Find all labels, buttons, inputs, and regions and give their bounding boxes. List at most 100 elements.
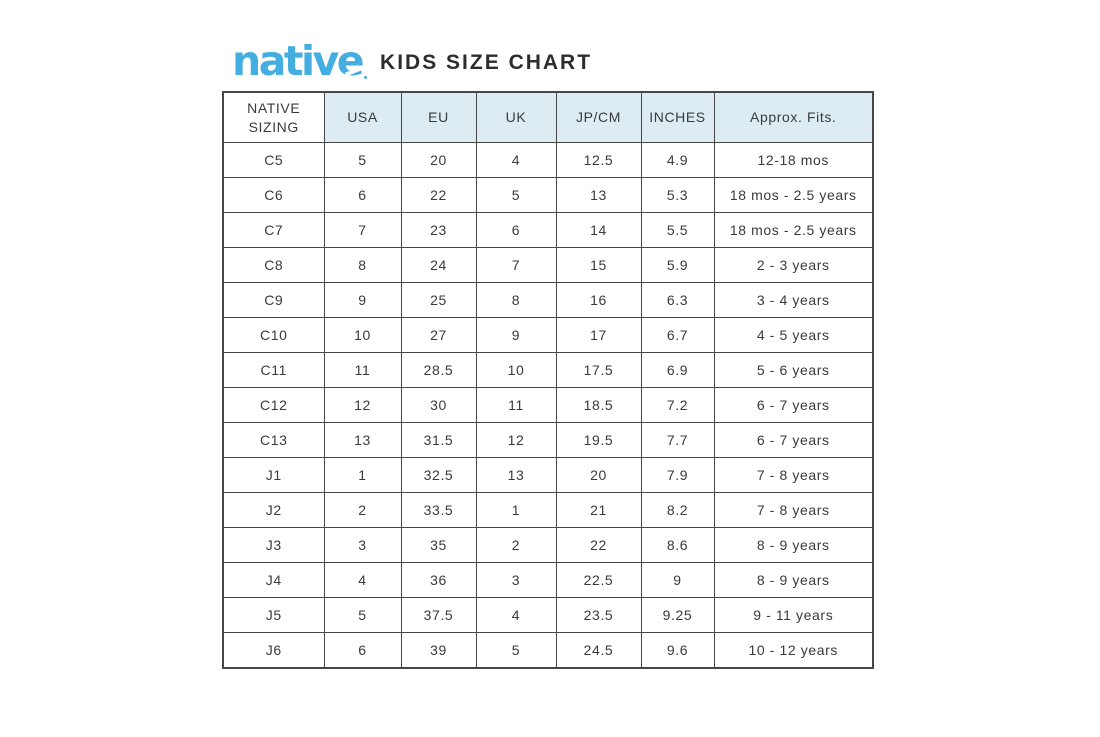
- column-header-jp-cm: JP/CM: [555, 91, 642, 143]
- size-value-cell: 6: [323, 632, 402, 669]
- size-value-cell: 7.9: [640, 457, 715, 493]
- size-value-cell: 14: [555, 212, 642, 248]
- size-value-cell: 4: [323, 562, 402, 598]
- size-value-cell: 2 - 3 years: [713, 247, 874, 283]
- size-value-cell: 32.5: [400, 457, 477, 493]
- size-value-cell: 6: [475, 212, 557, 248]
- table-row: J2 2 33.5 1 21 8.2 7 - 8 years: [222, 492, 874, 528]
- size-value-cell: 8: [475, 282, 557, 318]
- size-value-cell: 24: [400, 247, 477, 283]
- size-value-cell: 7.7: [640, 422, 715, 458]
- size-value-cell: 5: [323, 142, 402, 178]
- size-value-cell: 18.5: [555, 387, 642, 423]
- table-row: J6 6 39 5 24.5 9.6 10 - 12 years: [222, 632, 874, 669]
- size-value-cell: 1: [475, 492, 557, 528]
- column-header-eu: EU: [400, 91, 477, 143]
- size-value-cell: 6.9: [640, 352, 715, 388]
- size-value-cell: 3: [323, 527, 402, 563]
- size-value-cell: 35: [400, 527, 477, 563]
- size-value-cell: 8.6: [640, 527, 715, 563]
- native-size-cell: J4: [222, 562, 325, 598]
- size-value-cell: 22: [555, 527, 642, 563]
- size-value-cell: 23: [400, 212, 477, 248]
- column-header-uk: UK: [475, 91, 557, 143]
- native-logo: native: [232, 40, 368, 82]
- size-value-cell: 9.6: [640, 632, 715, 669]
- size-value-cell: 21: [555, 492, 642, 528]
- size-table-body: C5 5 20 4 12.5 4.9 12-18 mos C6 6 22 5 13 5.3 18 mos …: [222, 142, 874, 669]
- size-value-cell: 5: [475, 177, 557, 213]
- table-row: C5 5 20 4 12.5 4.9 12-18 mos: [222, 142, 874, 178]
- size-value-cell: 18 mos - 2.5 years: [713, 177, 874, 213]
- size-value-cell: 39: [400, 632, 477, 669]
- size-value-cell: 9 - 11 years: [713, 597, 874, 633]
- native-size-cell: C13: [222, 422, 325, 458]
- size-value-cell: 5.9: [640, 247, 715, 283]
- size-value-cell: 7: [323, 212, 402, 248]
- native-size-cell: C6: [222, 177, 325, 213]
- native-size-cell: C5: [222, 142, 325, 178]
- column-header-native-sizing: NATIVE SIZING: [222, 91, 325, 143]
- size-value-cell: 3: [475, 562, 557, 598]
- table-row: C10 10 27 9 17 6.7 4 - 5 years: [222, 317, 874, 353]
- table-row: C7 7 23 6 14 5.5 18 mos - 2.5 years: [222, 212, 874, 248]
- column-header-usa: USA: [323, 91, 402, 143]
- size-value-cell: 4 - 5 years: [713, 317, 874, 353]
- size-value-cell: 19.5: [555, 422, 642, 458]
- size-value-cell: 6: [323, 177, 402, 213]
- size-value-cell: 8 - 9 years: [713, 562, 874, 598]
- size-value-cell: 25: [400, 282, 477, 318]
- size-value-cell: 8.2: [640, 492, 715, 528]
- size-value-cell: 31.5: [400, 422, 477, 458]
- native-size-cell: C12: [222, 387, 325, 423]
- size-value-cell: 8 - 9 years: [713, 527, 874, 563]
- size-value-cell: 33.5: [400, 492, 477, 528]
- native-size-cell: C9: [222, 282, 325, 318]
- table-header: NATIVE SIZING USA EU UK JP/CM INCHES Approx. F…: [222, 91, 874, 143]
- size-value-cell: 28.5: [400, 352, 477, 388]
- size-value-cell: 22.5: [555, 562, 642, 598]
- size-value-cell: 15: [555, 247, 642, 283]
- size-value-cell: 12-18 mos: [713, 142, 874, 178]
- size-value-cell: 7.2: [640, 387, 715, 423]
- size-value-cell: 22: [400, 177, 477, 213]
- size-value-cell: 11: [323, 352, 402, 388]
- size-chart-content: native KIDS SIZE CHART NATIVE SIZING USA E…: [222, 38, 874, 669]
- size-value-cell: 5: [323, 597, 402, 633]
- size-value-cell: 11: [475, 387, 557, 423]
- size-value-cell: 17: [555, 317, 642, 353]
- size-value-cell: 27: [400, 317, 477, 353]
- size-value-cell: 4: [475, 597, 557, 633]
- size-value-cell: 13: [475, 457, 557, 493]
- size-value-cell: 24.5: [555, 632, 642, 669]
- size-value-cell: 9: [640, 562, 715, 598]
- native-size-cell: J2: [222, 492, 325, 528]
- size-value-cell: 10 - 12 years: [713, 632, 874, 669]
- size-value-cell: 13: [555, 177, 642, 213]
- kids-size-chart-table: NATIVE SIZING USA EU UK JP/CM INCHES Approx. F…: [222, 91, 874, 669]
- size-value-cell: 23.5: [555, 597, 642, 633]
- size-value-cell: 1: [323, 457, 402, 493]
- size-value-cell: 17.5: [555, 352, 642, 388]
- size-value-cell: 7 - 8 years: [713, 492, 874, 528]
- native-size-cell: J6: [222, 632, 325, 669]
- native-size-cell: C7: [222, 212, 325, 248]
- size-value-cell: 10: [475, 352, 557, 388]
- native-size-cell: J1: [222, 457, 325, 493]
- size-value-cell: 30: [400, 387, 477, 423]
- page-title: KIDS SIZE CHART: [380, 51, 593, 74]
- size-value-cell: 5: [475, 632, 557, 669]
- size-value-cell: 5.3: [640, 177, 715, 213]
- native-size-cell: C8: [222, 247, 325, 283]
- size-value-cell: 8: [323, 247, 402, 283]
- size-value-cell: 9.25: [640, 597, 715, 633]
- size-value-cell: 5.5: [640, 212, 715, 248]
- size-value-cell: 4.9: [640, 142, 715, 178]
- size-value-cell: 16: [555, 282, 642, 318]
- table-row: J1 1 32.5 13 20 7.9 7 - 8 years: [222, 457, 874, 493]
- header-row: NATIVE SIZING USA EU UK JP/CM INCHES Approx. F…: [222, 91, 874, 143]
- table-row: C12 12 30 11 18.5 7.2 6 - 7 years: [222, 387, 874, 423]
- size-value-cell: 20: [400, 142, 477, 178]
- column-header-approx-fits: Approx. Fits.: [713, 91, 874, 143]
